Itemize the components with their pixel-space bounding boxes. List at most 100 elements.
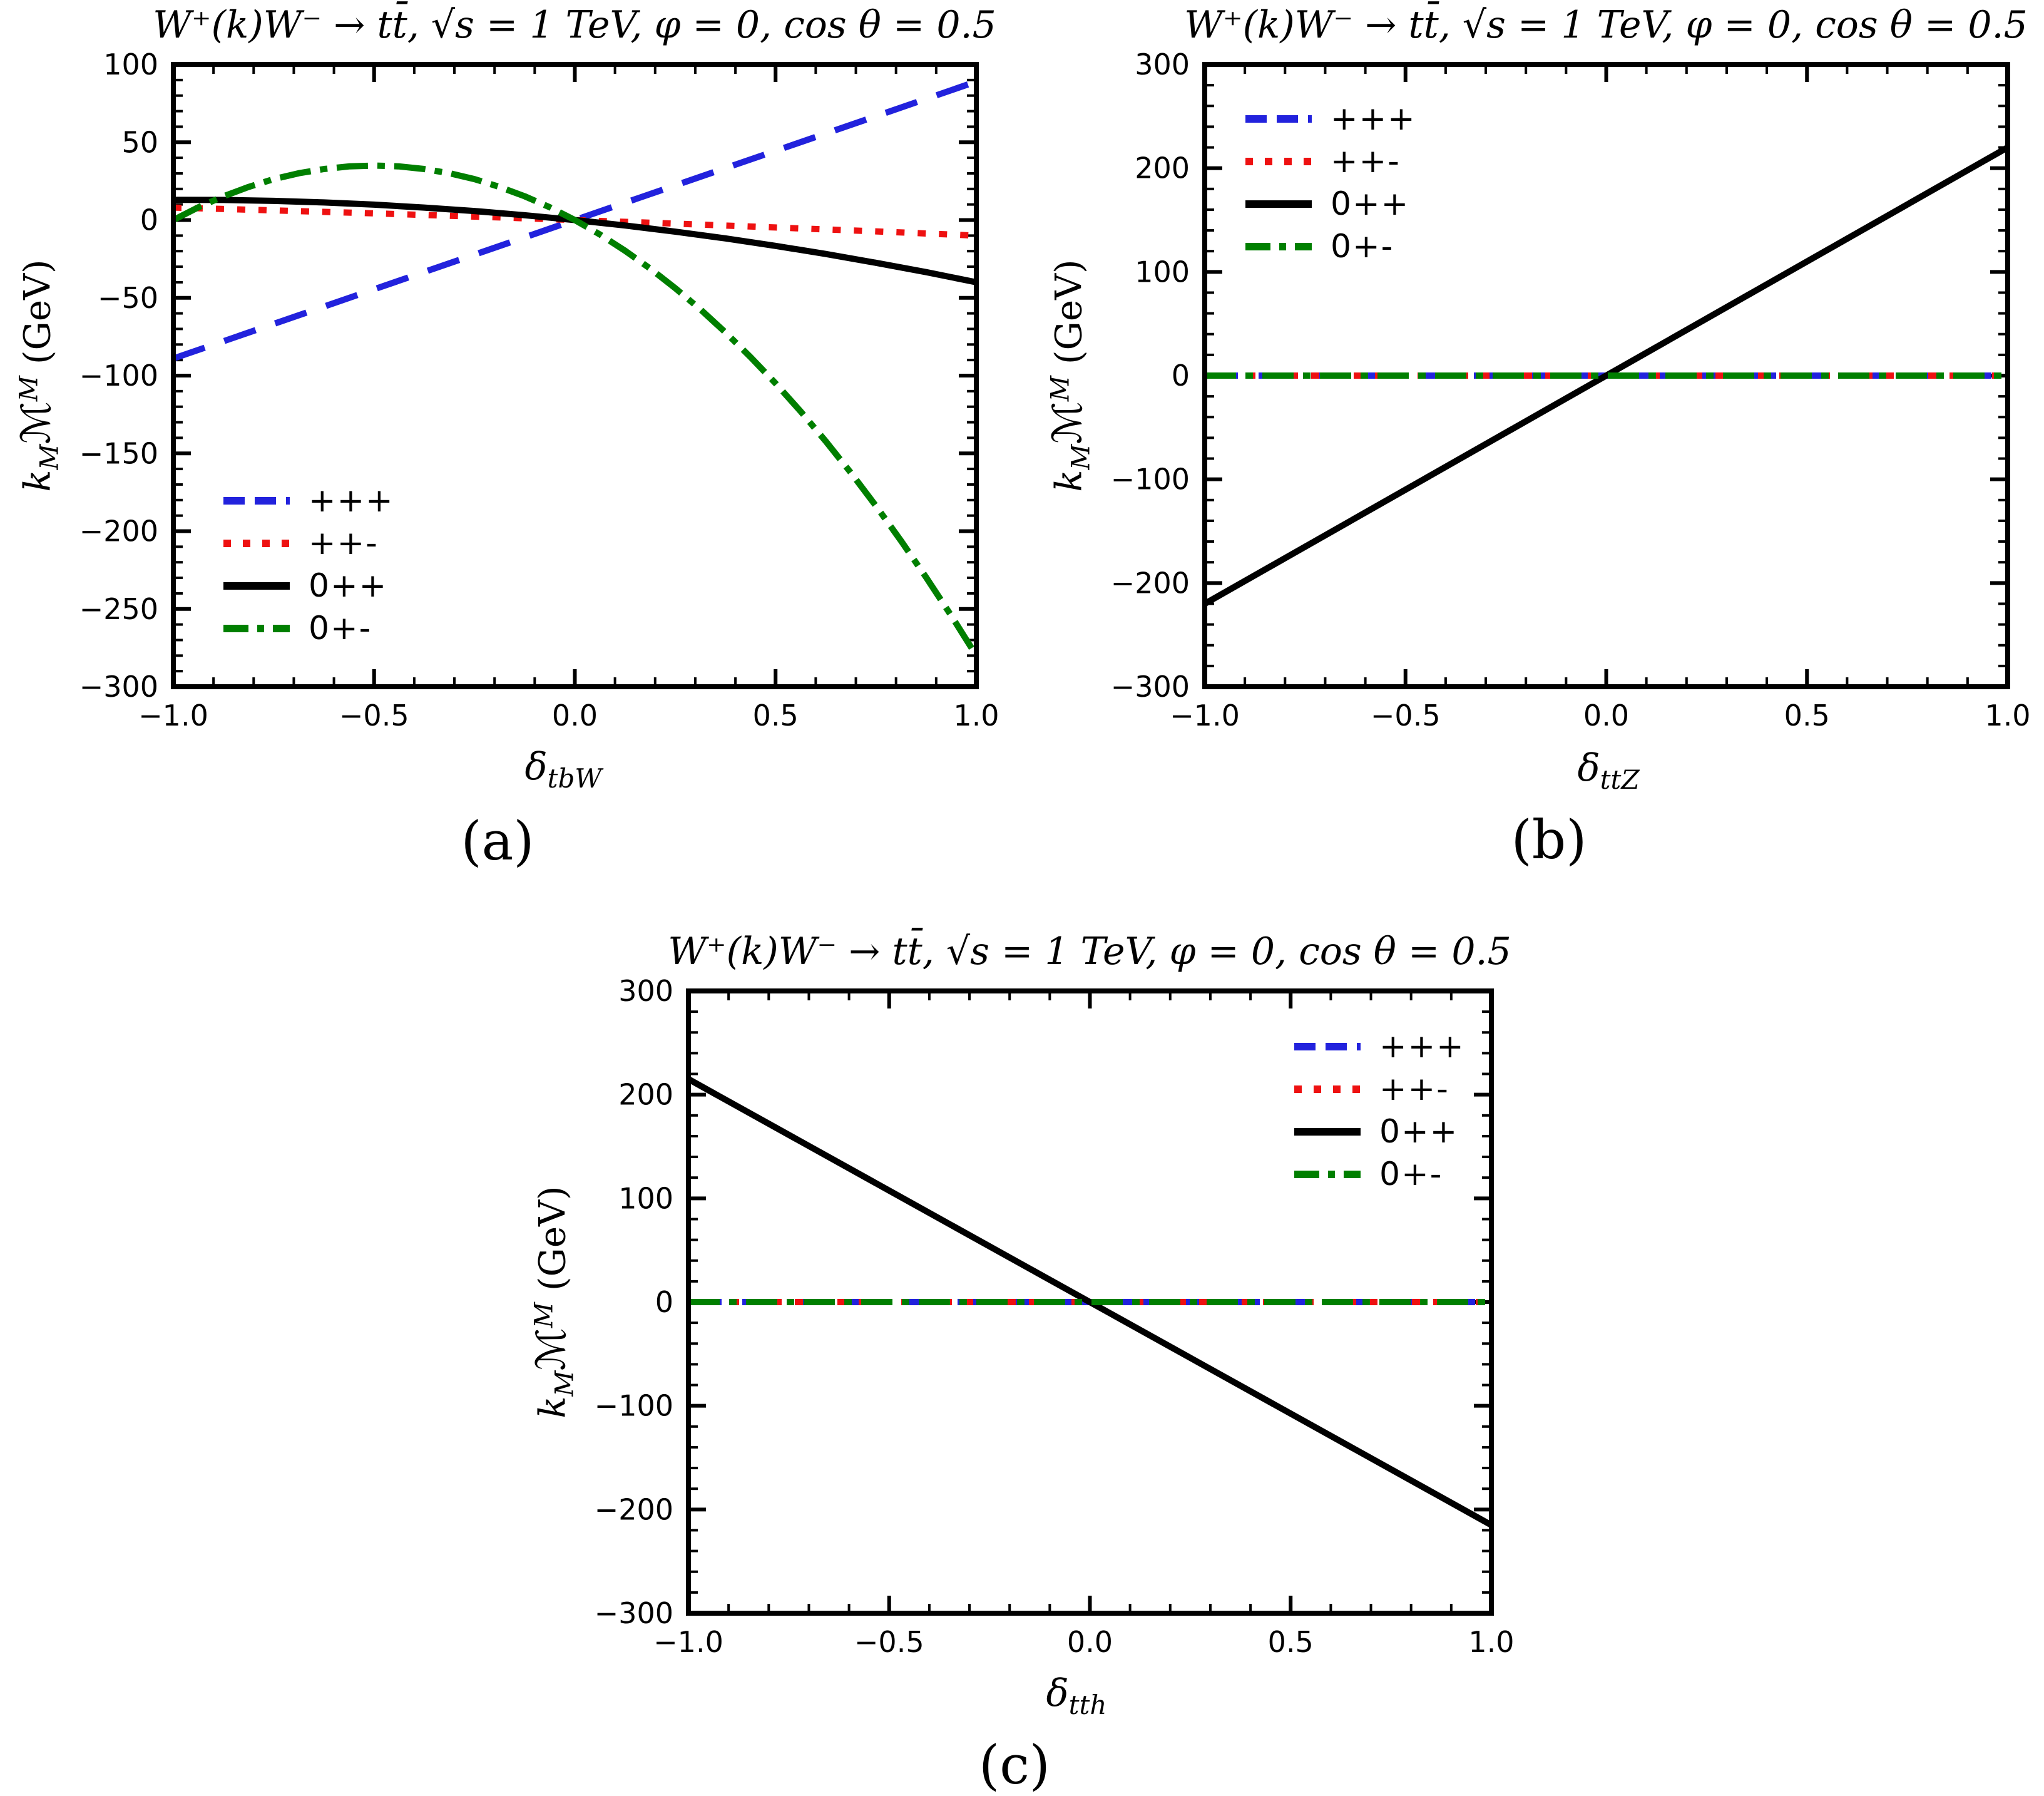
legend-line-dashdot-icon: [1245, 243, 1312, 250]
y-tick-label: −200: [595, 1492, 673, 1526]
legend-line-dotted-icon: [1245, 158, 1312, 165]
legend-item: ++-: [1294, 1073, 1465, 1106]
chart-b-caption: (b): [1511, 809, 1587, 871]
y-tick-label: 0: [140, 203, 158, 237]
legend-line-solid-icon: [1294, 1128, 1361, 1136]
plot-frame: [686, 988, 1494, 1616]
x-tick-label: −0.5: [854, 1625, 924, 1659]
legend-line-dashdot-icon: [223, 625, 290, 632]
legend-item: +++: [1245, 103, 1416, 135]
y-tick-label: 100: [103, 48, 158, 81]
legend-label: ++-: [1331, 143, 1401, 180]
xlabel-base: δ: [1046, 1671, 1069, 1715]
y-tick-label: −150: [79, 436, 158, 470]
legend-line-dotted-icon: [1294, 1085, 1361, 1093]
x-tick-label: −0.5: [339, 699, 409, 732]
legend-label: 0+-: [309, 610, 372, 647]
y-tick-label: 0: [1172, 359, 1190, 393]
y-tick-label: 300: [1135, 48, 1190, 81]
legend-item: +++: [1294, 1030, 1465, 1063]
ylabel-amp-sup: M: [529, 1302, 559, 1328]
chart-a-caption: (a): [461, 811, 534, 873]
ylabel-unit: (GeV): [1047, 259, 1090, 365]
x-tick-label: −1.0: [653, 1625, 723, 1659]
x-tick-label: 0.0: [1583, 699, 1629, 732]
legend-item: 0++: [1294, 1116, 1465, 1148]
y-tick-label: 200: [618, 1078, 673, 1112]
y-tick-label: 50: [121, 125, 158, 159]
y-tick-label: 100: [618, 1181, 673, 1215]
x-tick-label: 1.0: [1985, 699, 2030, 732]
x-tick-label: −1.0: [138, 699, 208, 732]
legend-label: 0+-: [1379, 1156, 1443, 1193]
legend-item: 0++: [223, 570, 394, 602]
y-tick-label: 200: [1135, 151, 1190, 185]
chart-a-ylabel: kMℳM(GeV): [14, 259, 64, 491]
y-tick-label: 0: [655, 1285, 673, 1319]
legend-label: 0++: [309, 567, 388, 605]
legend-label: ++-: [1379, 1070, 1449, 1108]
chart-b-title: W⁺(k)W⁻ → tt̄, √s = 1 TeV, φ = 0, cos θ …: [1184, 3, 2028, 47]
chart-b-ylabel: kMℳM(GeV): [1045, 259, 1096, 491]
ylabel-unit: (GeV): [16, 259, 59, 365]
legend-line-dashed-icon: [1294, 1043, 1361, 1050]
series-0++: [687, 1076, 1493, 1528]
legend-line-dashed-icon: [1245, 115, 1312, 123]
ylabel-amp-sup: M: [1046, 376, 1075, 402]
chart-panel-b: −1.0 −0.5 0.0 0.5 1.0 300 200 100 0 −100 −200 −300: [1111, 48, 2031, 732]
xlabel-base: δ: [524, 745, 548, 789]
y-tick-label: −300: [1111, 670, 1190, 704]
y-tick-label: −250: [79, 592, 158, 626]
legend-item: 0+-: [1294, 1158, 1465, 1191]
y-tick-label: −200: [79, 515, 158, 548]
legend-item: ++-: [223, 527, 394, 560]
ylabel-amplitude-symbol: ℳ: [13, 401, 60, 444]
xlabel-base: δ: [1577, 746, 1600, 790]
series-++-: [173, 204, 977, 239]
chart-c-ylabel: kMℳM(GeV): [529, 1186, 580, 1418]
x-tick-label: 0.0: [552, 699, 598, 732]
legend-item: +++: [223, 485, 394, 517]
legend-item: 0+-: [1245, 230, 1416, 263]
ylabel-coef: k: [1047, 470, 1090, 492]
ylabel-coef-sub: M: [550, 1370, 580, 1397]
ylabel-amplitude-symbol: ℳ: [528, 1328, 575, 1371]
x-tick-label: −1.0: [1170, 699, 1240, 732]
y-tick-label: −200: [1111, 566, 1190, 600]
ylabel-amp-sup: M: [14, 376, 44, 402]
xlabel-sub: ttZ: [1600, 764, 1640, 795]
y-tick-label: −300: [79, 670, 158, 704]
x-tick-label: 1.0: [1468, 1625, 1514, 1659]
plot-frame: [171, 62, 979, 689]
legend-line-dotted-icon: [223, 540, 290, 547]
x-tick-label: 0.5: [1784, 699, 1830, 732]
chart-c-caption: (c): [979, 1735, 1050, 1796]
legend-item: ++-: [1245, 145, 1416, 178]
y-tick-label: −50: [98, 281, 158, 315]
x-tick-label: 0.5: [753, 699, 799, 732]
chart-c-legend: +++ ++- 0++ 0+-: [1294, 1030, 1465, 1191]
legend-line-solid-icon: [223, 582, 290, 590]
y-tick-label: −100: [595, 1389, 673, 1423]
series-+++: [172, 78, 978, 362]
ylabel-amplitude-symbol: ℳ: [1045, 401, 1091, 444]
x-tick-label: −0.5: [1371, 699, 1441, 732]
ylabel-coef: k: [531, 1396, 574, 1419]
series-0++: [1203, 145, 2010, 607]
xlabel-sub: tth: [1068, 1690, 1107, 1720]
y-tick-label: −100: [79, 359, 158, 393]
chart-b-legend: +++ ++- 0++ 0+-: [1245, 103, 1416, 263]
ylabel-unit: (GeV): [531, 1186, 574, 1291]
chart-b-xlabel: δttZ: [1577, 746, 1639, 795]
legend-label: +++: [1331, 100, 1416, 138]
chart-c-title: W⁺(k)W⁻ → tt̄, √s = 1 TeV, φ = 0, cos θ …: [668, 930, 1511, 973]
series-0++: [173, 197, 977, 285]
legend-line-solid-icon: [1245, 200, 1312, 208]
x-tick-label: 1.0: [953, 699, 999, 732]
y-tick-label: −100: [1111, 463, 1190, 496]
chart-panel-c: −1.0 −0.5 0.0 0.5 1.0 300 200 100 0 −100 −200 −300: [595, 974, 1515, 1659]
legend-item: 0++: [1245, 188, 1416, 220]
y-tick-label: −300: [595, 1596, 673, 1630]
ylabel-coef-sub: M: [1066, 444, 1096, 470]
